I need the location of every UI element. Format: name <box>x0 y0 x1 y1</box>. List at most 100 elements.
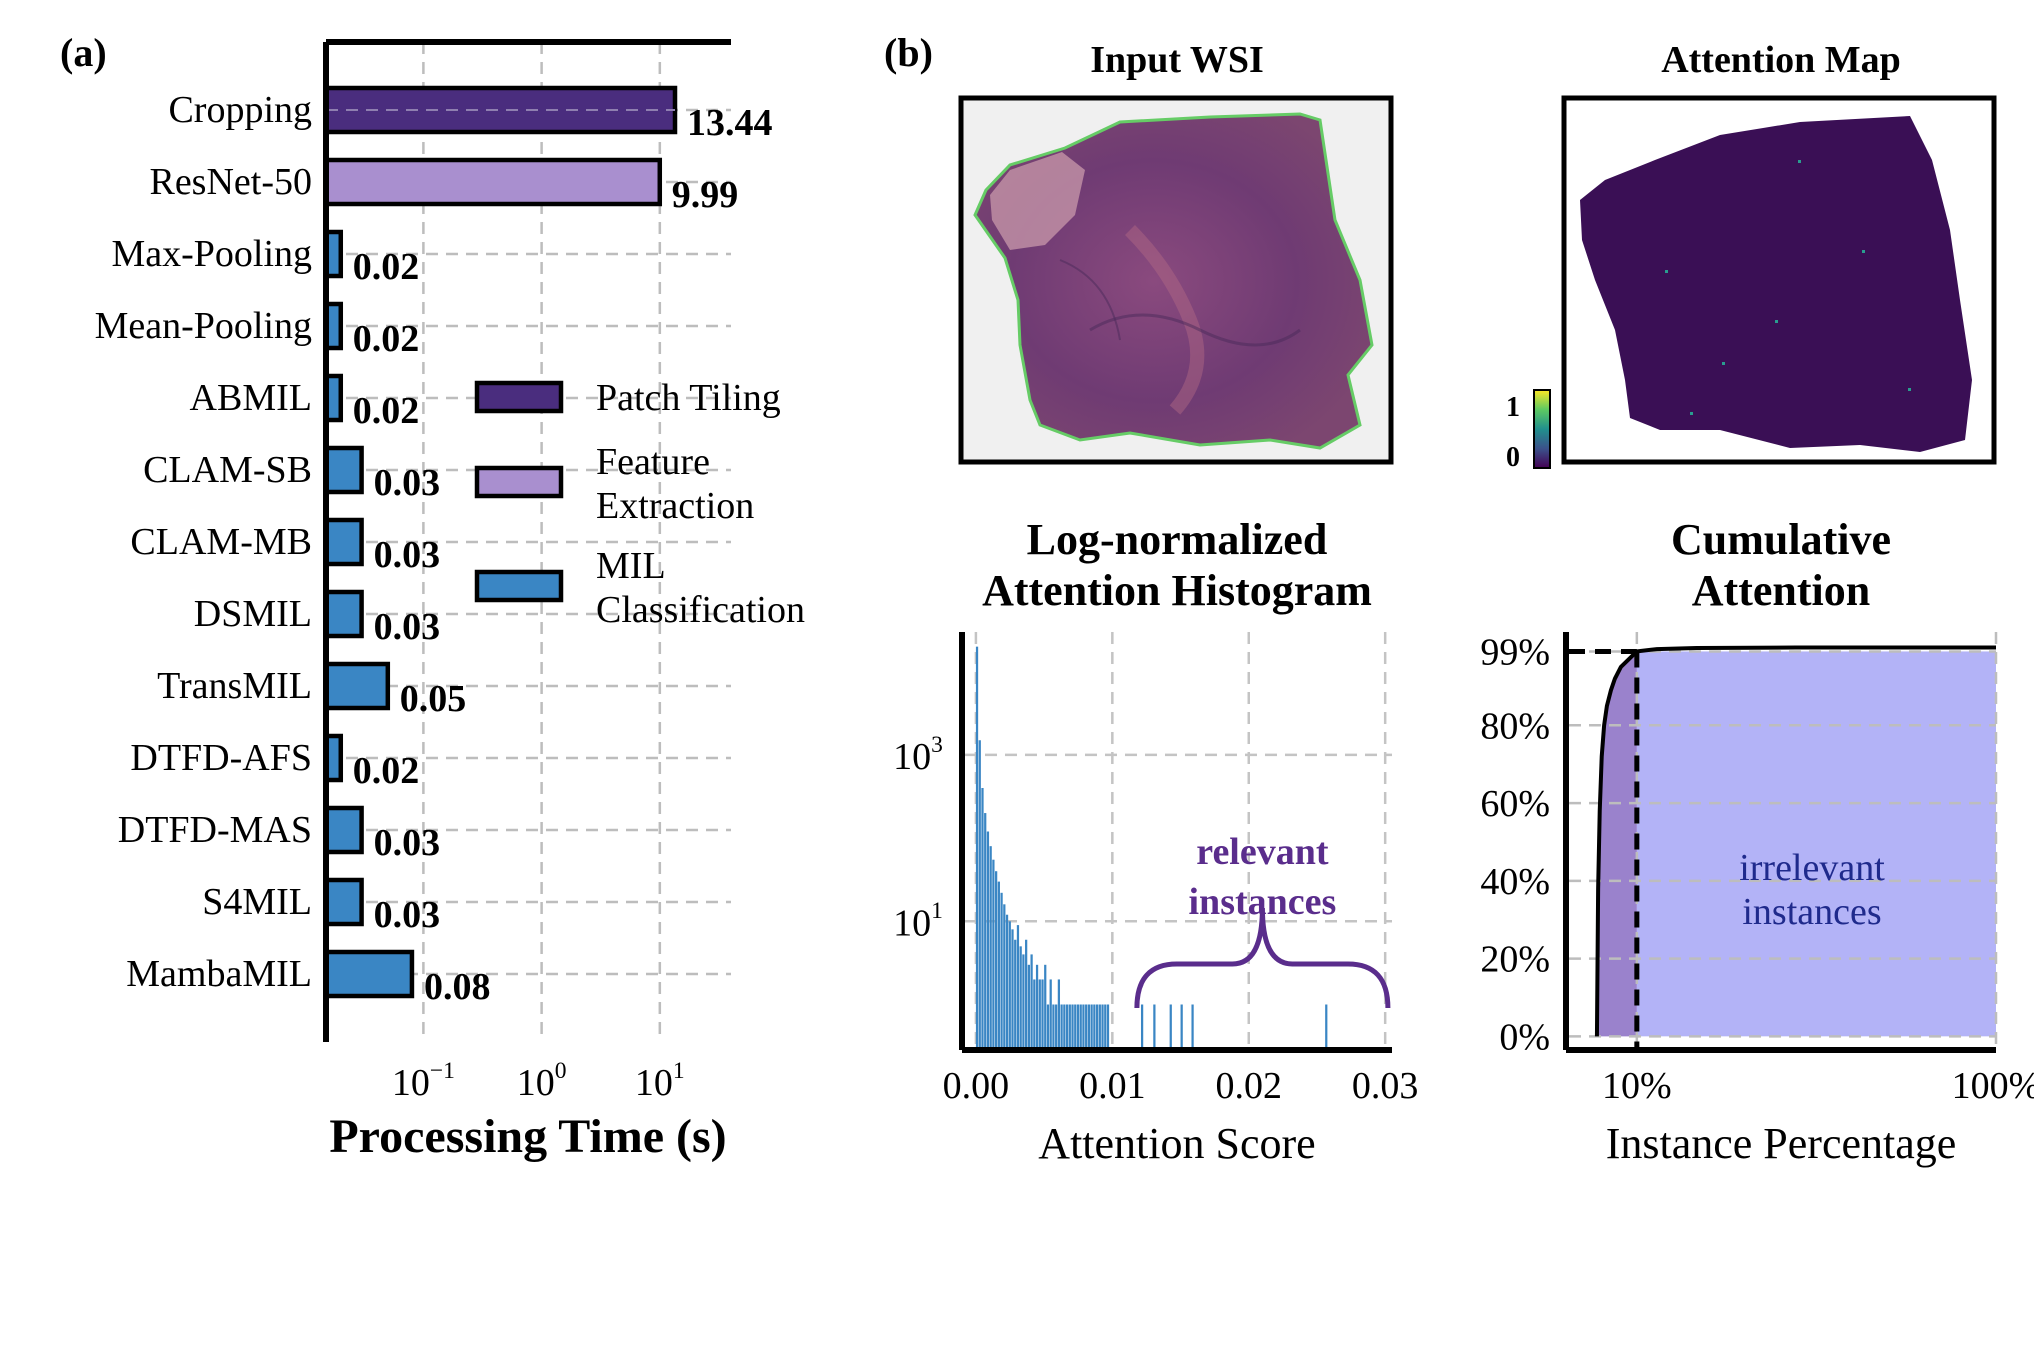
attention-hotspot <box>1690 412 1693 415</box>
histogram-ytick-exponent: 1 <box>931 898 943 924</box>
processing-time-bar <box>323 85 678 135</box>
processing-time-xtick-base: 10 <box>517 1062 555 1104</box>
legend-label: Extraction <box>596 485 754 527</box>
histogram-bar <box>1180 1004 1183 1048</box>
histogram-ytick-exponent: 3 <box>931 732 943 758</box>
processing-time-category: DTFD-AFS <box>130 737 312 779</box>
histogram-bar <box>1169 1004 1172 1048</box>
histogram-bar <box>1090 1004 1093 1048</box>
histogram-bar <box>1071 1004 1074 1048</box>
processing-time-bar <box>323 661 391 711</box>
wsi-fissure-2 <box>1059 259 1121 341</box>
cumulative-ytick: 60% <box>1480 783 1550 825</box>
cumulative-yticks: 0% 20% 40% 60% 80% 99% <box>1480 631 1550 1058</box>
histogram-bar <box>1003 904 1006 1048</box>
legend-label: Classification <box>596 589 805 631</box>
wsi-pink-streak <box>1125 225 1205 415</box>
attention-map-title: Attention Map <box>1661 39 1901 81</box>
processing-time-category: CLAM-SB <box>143 449 312 491</box>
processing-time-value-label: 0.03 <box>374 534 441 576</box>
processing-time-category: TransMIL <box>157 665 312 707</box>
histogram-bar <box>1055 1004 1058 1048</box>
legend-swatch-mil-classification <box>474 569 564 603</box>
cumulative-xticks: 10% 100% <box>1602 1065 2034 1107</box>
histogram-bar <box>1191 1004 1194 1048</box>
histogram-bar <box>1087 1004 1091 1048</box>
processing-time-category: DTFD-MAS <box>118 809 312 851</box>
processing-time-value-label: 9.99 <box>672 174 739 216</box>
histogram-bar <box>989 846 992 1048</box>
processing-time-value-label: 0.08 <box>424 966 491 1008</box>
processing-time-value-label: 0.03 <box>374 822 441 864</box>
relevant-instances-annotation: relevant instances <box>1134 831 1391 1009</box>
processing-time-xtick-exponent: 0 <box>555 1058 567 1084</box>
cumulative-curve <box>1594 645 1996 1037</box>
processing-time-bar <box>323 589 364 639</box>
histogram-bar <box>1052 1004 1055 1048</box>
processing-time-category: ResNet-50 <box>149 161 312 203</box>
histogram-xticks: 0.00 0.01 0.02 0.03 <box>943 1065 1419 1107</box>
cumulative-ytick: 99% <box>1480 631 1550 673</box>
histogram-bar <box>1011 929 1014 1048</box>
histogram-bar <box>1022 954 1025 1048</box>
histogram-bar <box>1325 1004 1328 1048</box>
processing-time-categories: Cropping ResNet-50 Max-Pooling Mean-Pooling… <box>95 89 312 995</box>
processing-time-value-label: 0.02 <box>353 750 420 792</box>
processing-time-value-label: 0.05 <box>400 678 467 720</box>
wsi-fissure <box>1089 313 1301 347</box>
cumulative-ytick: 80% <box>1480 705 1550 747</box>
cumulative-lines <box>1569 645 1996 1048</box>
histogram-bar <box>1038 979 1041 1048</box>
cumulative-title-line-1: Cumulative <box>1671 515 1891 564</box>
processing-time-value-label: 13.44 <box>687 102 773 144</box>
histogram-xtick: 0.03 <box>1352 1065 1419 1107</box>
processing-time-value-label: 0.03 <box>374 462 441 504</box>
histogram-bar <box>1057 979 1061 1048</box>
histogram-bar <box>1079 1004 1082 1048</box>
histogram-bar <box>1027 964 1030 1048</box>
cumulative-fills <box>1596 651 1996 1037</box>
cumulative-ytick: 0% <box>1499 1016 1550 1058</box>
processing-time-xtick-base: 10 <box>635 1062 673 1104</box>
relevant-instances-brace <box>1134 907 1391 1009</box>
histogram-bar <box>1046 1004 1050 1048</box>
histogram-title-line-1: Log-normalized <box>1027 515 1328 564</box>
processing-time-category: ABMIL <box>190 377 312 419</box>
relevant-instances-label: instances <box>1189 881 1337 923</box>
wsi-panel: Input WSI <box>958 39 1394 465</box>
attention-hotspot <box>1798 160 1801 163</box>
processing-time-bar <box>323 877 364 927</box>
histogram-title-line-2: Attention Histogram <box>982 566 1372 615</box>
irrelevant-instances-label: irrelevant <box>1739 847 1885 889</box>
attention-map-hotspots <box>1665 160 1911 415</box>
histogram-bar <box>1153 1004 1156 1048</box>
histogram-bar <box>1101 1004 1104 1048</box>
histogram-bar <box>995 871 998 1048</box>
cumulative-ytick: 40% <box>1480 861 1550 903</box>
processing-time-category: S4MIL <box>202 881 312 923</box>
histogram-bar <box>1095 1004 1099 1048</box>
cumulative-xtick: 10% <box>1602 1065 1672 1107</box>
histogram-bar <box>1074 1004 1077 1048</box>
processing-time-category: Cropping <box>168 89 312 131</box>
histogram-bar <box>1065 1004 1069 1048</box>
histogram-bar <box>1025 939 1028 1048</box>
histogram-bar <box>1019 946 1022 1048</box>
histogram-ytick-base: 10 <box>893 736 931 778</box>
processing-time-xtick-base: 10 <box>392 1062 430 1104</box>
histogram-xtick: 0.00 <box>943 1065 1010 1107</box>
histogram-bar <box>1030 954 1033 1048</box>
cumulative-attention-chart: Cumulative Attention 10% 100% 0% 20% 40% 60%… <box>1480 515 2034 1168</box>
processing-time-xtick: 101 <box>635 1058 685 1104</box>
histogram-bar <box>1033 979 1036 1048</box>
panel-b-label: (b) <box>884 30 933 75</box>
histogram-bar <box>992 859 995 1048</box>
processing-time-bar <box>323 517 364 567</box>
irrelevant-region-fill <box>1636 651 1996 1037</box>
attention-hotspot <box>1908 388 1911 391</box>
attention-hotspot <box>1862 250 1865 253</box>
relevant-region-fill <box>1596 651 1637 1037</box>
attention-hotspot <box>1722 362 1725 365</box>
histogram-bar <box>1014 939 1017 1048</box>
